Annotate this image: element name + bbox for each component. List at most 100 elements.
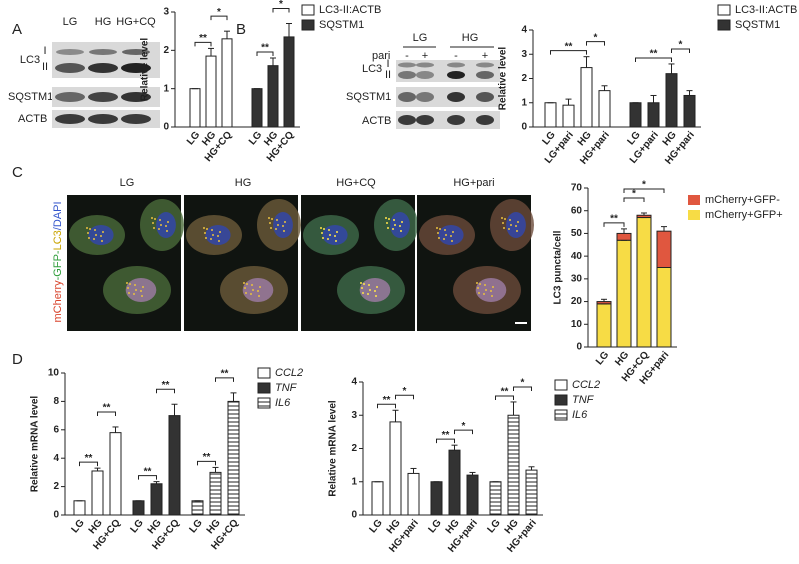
puncta (203, 227, 205, 229)
y-tick-label: 2 (351, 443, 357, 454)
puncta (102, 231, 104, 233)
puncta (141, 295, 143, 297)
significance-label: ** (203, 452, 211, 463)
stain-part: mCherry (52, 280, 64, 323)
row-label: LC3 (362, 63, 382, 75)
condition-label: HG+CQ (336, 177, 376, 189)
puncta (479, 283, 481, 285)
bar (430, 481, 443, 516)
significance-label: ** (650, 49, 658, 60)
puncta (477, 287, 479, 289)
band (121, 92, 151, 102)
bar (91, 470, 104, 516)
puncta (276, 219, 278, 221)
bar (544, 102, 557, 128)
y-axis-label: Relative level (498, 47, 509, 111)
treatment-state: + (482, 50, 488, 62)
significance-bracket (635, 57, 672, 62)
y-tick-label: 3 (521, 49, 527, 60)
y-tick-label: 60 (571, 205, 583, 216)
significance-label: * (462, 421, 466, 432)
puncta (89, 228, 91, 230)
bar (283, 36, 295, 128)
puncta (284, 221, 286, 223)
significance-label: ** (610, 214, 618, 225)
x-tick-label: LG (594, 349, 611, 367)
row-label: SQSTM1 (346, 91, 391, 103)
band (398, 71, 416, 79)
panel-label: B (236, 21, 246, 38)
bar (448, 449, 461, 516)
row-label: SQSTM1 (8, 91, 53, 103)
significance-label: ** (162, 380, 170, 391)
puncta (327, 238, 329, 240)
bar (598, 90, 611, 128)
puncta (515, 225, 517, 227)
puncta (244, 287, 246, 289)
band (55, 63, 85, 73)
treatment-label: pari (372, 50, 390, 62)
puncta (438, 237, 440, 239)
puncta (100, 235, 102, 237)
puncta (367, 293, 369, 295)
significance-label: * (594, 32, 598, 43)
significance-bracket (138, 475, 157, 480)
bar (150, 483, 163, 516)
panel-label: A (12, 21, 22, 38)
band (121, 114, 151, 124)
puncta (436, 227, 438, 229)
puncta (362, 292, 364, 294)
puncta (400, 230, 402, 232)
puncta (258, 295, 260, 297)
bar (636, 217, 652, 348)
treatment-state: - (454, 50, 458, 62)
puncta (275, 228, 277, 230)
puncta (450, 235, 452, 237)
band (476, 62, 494, 68)
bar (489, 481, 502, 516)
legend-label: CCL2 (275, 367, 303, 379)
band (121, 63, 151, 73)
puncta (485, 289, 487, 291)
bar (683, 94, 696, 128)
puncta (334, 235, 336, 237)
significance-label: ** (442, 430, 450, 441)
legend-label: TNF (275, 382, 298, 394)
legend-swatch (554, 409, 568, 421)
puncta (283, 230, 285, 232)
puncta (210, 238, 212, 240)
significance-bracket (215, 377, 234, 382)
puncta (152, 222, 154, 224)
legend-swatch (301, 4, 315, 16)
legend-label: IL6 (572, 409, 588, 421)
puncta (218, 240, 220, 242)
band (476, 92, 494, 102)
bar (371, 481, 384, 516)
stain-part: -GFP- (52, 250, 64, 280)
y-tick-label: 0 (53, 510, 59, 521)
puncta (282, 225, 284, 227)
significance-bracket (513, 386, 532, 391)
significance-bracket (623, 188, 665, 193)
band (447, 62, 465, 68)
bar (629, 102, 642, 128)
puncta (167, 221, 169, 223)
bar (227, 400, 240, 516)
x-tick-label: LG (247, 129, 264, 147)
puncta (159, 219, 161, 221)
x-tick-label: LG (128, 517, 145, 535)
legend-swatch (554, 394, 568, 406)
puncta (217, 235, 219, 237)
condition-label: LG (120, 177, 135, 189)
significance-bracket (197, 460, 216, 466)
bar (580, 67, 593, 128)
band (476, 71, 494, 79)
puncta (271, 218, 273, 220)
y-tick-label: 2 (521, 73, 527, 84)
bar (73, 500, 86, 516)
significance-label: ** (103, 403, 111, 414)
puncta (268, 217, 270, 219)
bar (407, 472, 420, 516)
puncta (129, 283, 131, 285)
legend-label: LC3-II:ACTB (319, 4, 381, 16)
